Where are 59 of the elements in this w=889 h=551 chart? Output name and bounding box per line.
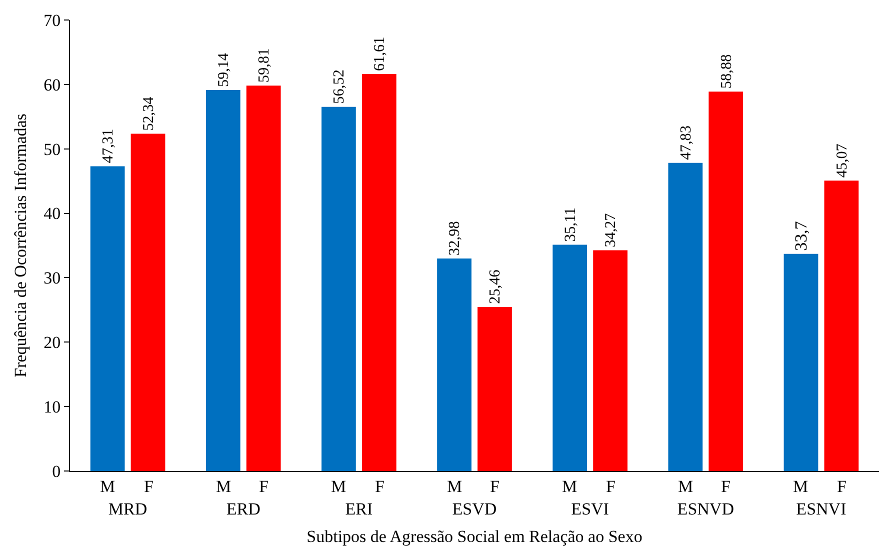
bar: [784, 254, 818, 471]
data-label: 58,88: [718, 54, 735, 89]
data-label: 52,34: [140, 96, 157, 131]
text: F: [606, 477, 616, 496]
text: M: [678, 477, 694, 496]
text: F: [837, 477, 846, 496]
text: M: [562, 477, 578, 496]
bar: [437, 258, 472, 471]
x-axis-title: Subtipos de Agressão Social em Relação ao Sexo: [306, 526, 642, 546]
text: F: [375, 477, 384, 496]
bar: [824, 180, 859, 471]
x-tick-label: ESVD: [452, 499, 497, 518]
data-label: 34,27: [603, 212, 620, 248]
text: M: [447, 477, 462, 496]
x-tick-label: ERD: [226, 499, 260, 518]
x-tick-label: MRD: [108, 499, 148, 518]
bar: [322, 106, 356, 471]
data-label: 59,14: [216, 52, 232, 87]
text: F: [259, 477, 268, 496]
text: F: [721, 477, 730, 496]
text: F: [490, 477, 500, 496]
bar: [206, 90, 240, 471]
bar: [552, 244, 588, 471]
y-tick-label: 60: [44, 75, 61, 94]
bar: [90, 166, 125, 471]
y-tick-label: 10: [44, 398, 61, 417]
x-tick-label: ERI: [345, 499, 373, 518]
x-tick-label: ESNVD: [677, 499, 734, 518]
data-label: 47,31: [100, 128, 117, 164]
bar: [478, 306, 512, 471]
data-label: 56,52: [330, 69, 348, 104]
data-label: 61,61: [371, 36, 388, 72]
data-label: 32,98: [446, 220, 464, 256]
data-label: 35,11: [562, 207, 579, 242]
y-axis-title: Frequência de Ocorrências Informadas: [11, 114, 30, 378]
data-label: 25,46: [486, 269, 504, 304]
data-label: 33,7: [791, 220, 810, 251]
bar: [668, 162, 703, 471]
series-label: F: [144, 477, 154, 496]
x-tick-label: ESNVI: [796, 499, 847, 518]
series-label: M: [100, 477, 116, 496]
y-tick-label: 70: [44, 10, 61, 30]
y-tick-label: 50: [44, 140, 61, 159]
y-tick-label: 0: [52, 462, 61, 481]
text: M: [793, 477, 808, 496]
data-label: 47,83: [677, 125, 694, 160]
y-tick-label: 40: [44, 204, 61, 224]
text: M: [331, 477, 346, 496]
bar: [246, 86, 281, 471]
bar: [708, 92, 744, 471]
bar: [593, 250, 628, 471]
y-tick-label: 20: [44, 333, 61, 352]
data-label: 59,81: [256, 48, 273, 83]
bar: [130, 134, 166, 471]
data-label: 45,07: [834, 143, 850, 178]
bar: [362, 74, 396, 471]
x-tick-label: ESVI: [571, 499, 610, 518]
y-tick-label: 30: [44, 268, 61, 288]
text: M: [216, 477, 232, 496]
